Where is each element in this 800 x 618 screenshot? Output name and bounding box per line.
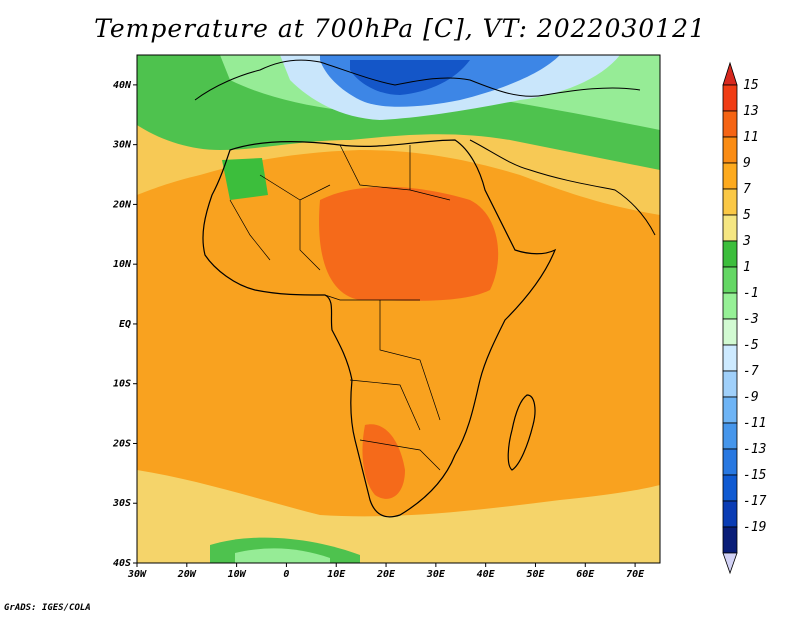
- lat-tick-label: EQ: [119, 319, 131, 330]
- lat-tick-label: 10S: [113, 379, 131, 390]
- colorbar-bottom-triangle: [722, 552, 738, 575]
- field-hot-south: [362, 424, 405, 499]
- colorbar-swatch: [722, 526, 738, 554]
- lon-tick-label: 0: [283, 569, 289, 580]
- colorbar-label: -17: [743, 494, 767, 509]
- colorbar-swatch: [722, 474, 738, 502]
- colorbar-swatch: [722, 136, 738, 164]
- field-hot-sahel: [319, 186, 499, 301]
- colorbar-label: 1: [743, 260, 751, 275]
- colorbar-swatch: [722, 110, 738, 138]
- lat-tick-label: 40S: [113, 558, 131, 569]
- field-sahara-green: [222, 158, 268, 200]
- lon-tick-label: 30E: [426, 569, 446, 580]
- country-borders: [229, 144, 451, 471]
- colorbar-swatch: [722, 422, 738, 450]
- colorbar-swatch: [722, 214, 738, 242]
- colorbar-swatch: [722, 318, 738, 346]
- colorbar-label: 11: [743, 130, 759, 145]
- colorbar-label: 7: [743, 182, 751, 197]
- colorbar-label: -19: [743, 520, 766, 535]
- lat-tick-label: 40N: [113, 80, 132, 91]
- lat-tick-label: 20N: [112, 199, 132, 210]
- madagascar-coastline: [507, 394, 536, 471]
- colorbar-swatch: [722, 448, 738, 476]
- colorbar-swatch: [722, 240, 738, 268]
- colorbar-label: -13: [743, 442, 766, 457]
- colorbar-swatch: [722, 84, 738, 112]
- latitude-axis: 40N 30N 20N 10N EQ 10S 20S 30S 40S: [112, 80, 137, 569]
- colorbar-swatch: [722, 370, 738, 398]
- europe-coastline: [194, 59, 641, 101]
- lat-tick-label: 30N: [112, 140, 132, 151]
- colorbar-label: -11: [743, 416, 766, 431]
- colorbar-label: -1: [743, 286, 759, 301]
- colorbar-swatch: [722, 266, 738, 294]
- colorbar-swatch: [722, 344, 738, 372]
- colorbar-label: 9: [743, 156, 751, 171]
- colorbar-label: -9: [743, 390, 759, 405]
- colorbar-swatch: [722, 162, 738, 190]
- field-south-lightgreen: [235, 548, 330, 563]
- lon-tick-label: 10E: [327, 569, 346, 580]
- lon-tick-label: 10W: [228, 569, 247, 580]
- lon-tick-label: 20E: [376, 569, 396, 580]
- colorbar-label: 15: [743, 78, 759, 93]
- colorbar-top-triangle: [722, 61, 738, 86]
- colorbar-swatch: [722, 500, 738, 528]
- lon-tick-label: 70E: [626, 569, 645, 580]
- colorbar-label: 5: [743, 208, 751, 223]
- colorbar-label: 13: [743, 104, 759, 119]
- lat-tick-label: 20S: [112, 438, 131, 449]
- africa-coastline: [202, 139, 557, 518]
- temperature-field: [137, 55, 660, 563]
- lat-tick-label: 30S: [112, 498, 131, 509]
- map-title: Temperature at 700hPa [C], VT: 202203012…: [94, 14, 706, 43]
- colorbar-label: -5: [743, 338, 759, 353]
- lon-tick-label: 50E: [526, 569, 545, 580]
- lon-tick-label: 30W: [127, 569, 147, 580]
- lat-tick-label: 10N: [113, 259, 132, 270]
- colorbar-label: 3: [742, 234, 751, 249]
- colorbar-swatch: [722, 188, 738, 216]
- longitude-axis: 30W 20W 10W 0 10E 20E 30E 40E 50E 60E 70E: [127, 563, 645, 580]
- grads-credit: GrADS: IGES/COLA: [4, 603, 91, 613]
- arabia-coastline: [469, 139, 656, 236]
- lon-tick-label: 60E: [576, 569, 595, 580]
- lon-tick-label: 40E: [477, 569, 496, 580]
- colorbar-label: -3: [743, 312, 759, 327]
- colorbar: 15 13 11 9 7 5 3 1 -1 -3 -5 -7 -9 -11 -13 -15 -17 -19: [722, 61, 767, 575]
- colorbar-swatch: [722, 396, 738, 424]
- colorbar-label: -15: [743, 468, 767, 483]
- colorbar-label: -7: [743, 364, 759, 379]
- lon-tick-label: 20W: [177, 569, 197, 580]
- colorbar-swatch: [722, 292, 738, 320]
- field-north-darkblue: [350, 60, 470, 95]
- plot-frame: [136, 54, 661, 564]
